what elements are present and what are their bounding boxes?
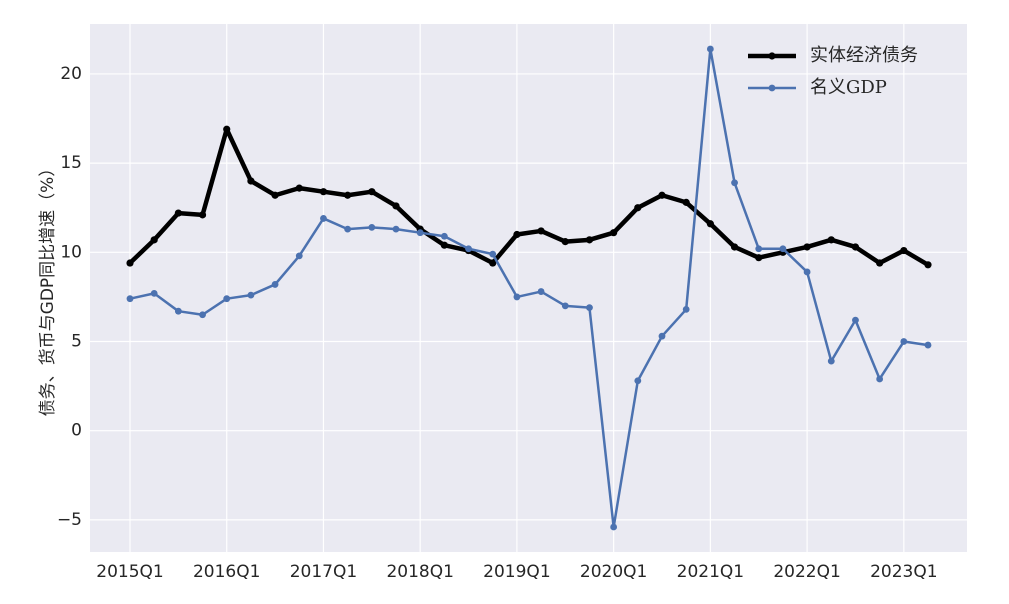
data-point <box>851 243 860 251</box>
data-point <box>126 259 134 267</box>
data-point <box>320 215 327 222</box>
data-point <box>150 289 158 297</box>
data-point <box>658 191 666 199</box>
data-point <box>731 179 738 187</box>
data-point <box>174 209 182 217</box>
data-point <box>271 191 279 199</box>
data-point <box>779 245 787 253</box>
x-tick-label: 2023Q1 <box>870 562 937 582</box>
data-point <box>440 232 448 240</box>
data-point <box>199 311 206 319</box>
data-point <box>223 125 231 133</box>
data-point <box>489 250 497 258</box>
data-point <box>344 191 352 199</box>
legend-marker <box>768 84 776 92</box>
x-tick-label: 2015Q1 <box>96 562 163 582</box>
data-point <box>223 295 231 303</box>
legend-item: 实体经济债务 <box>748 45 918 66</box>
x-tick-label: 2018Q1 <box>386 562 453 582</box>
x-tick-label: 2017Q1 <box>290 562 357 582</box>
y-tick-label: 5 <box>71 332 82 352</box>
legend-item: 名义GDP <box>748 77 887 98</box>
data-point <box>537 227 545 235</box>
data-point <box>803 243 811 251</box>
data-point <box>610 229 618 237</box>
data-point <box>706 45 714 53</box>
data-point <box>295 252 303 260</box>
data-point <box>440 241 448 249</box>
data-point <box>730 243 739 251</box>
data-point <box>126 295 134 303</box>
data-point <box>658 332 666 340</box>
data-point <box>561 238 569 246</box>
data-point <box>416 229 424 237</box>
data-point <box>682 306 690 313</box>
data-point <box>755 245 763 253</box>
data-point <box>150 236 158 244</box>
data-point <box>876 259 884 267</box>
data-point <box>876 375 884 383</box>
data-point <box>634 204 642 212</box>
y-tick-label: 20 <box>60 64 82 84</box>
data-point <box>344 225 352 233</box>
series-line <box>127 126 931 268</box>
data-point <box>368 188 376 196</box>
x-tick-label: 2021Q1 <box>677 562 744 582</box>
grid-lines <box>90 24 967 552</box>
series-1 <box>126 125 932 269</box>
data-point <box>271 281 279 288</box>
data-point <box>537 288 545 295</box>
x-axis-ticks: 2015Q1 2016Q1 2017Q1 2018Q1 2019Q1 2020Q1 2021… <box>96 562 937 582</box>
data-point <box>634 377 642 385</box>
data-point <box>586 304 593 312</box>
plot-background <box>90 24 967 552</box>
data-point <box>900 338 908 345</box>
data-point <box>924 341 932 349</box>
data-point <box>755 254 763 262</box>
data-point <box>489 259 497 267</box>
series-layer <box>126 45 932 531</box>
legend-label: 名义GDP <box>810 77 887 98</box>
data-point <box>852 316 859 324</box>
data-point <box>392 202 400 210</box>
data-point <box>295 184 303 192</box>
data-point <box>513 230 521 239</box>
data-point <box>247 291 255 299</box>
x-tick-label: 2019Q1 <box>483 562 550 582</box>
data-point <box>392 225 400 233</box>
data-point <box>247 177 255 185</box>
series-line <box>128 47 930 529</box>
data-point <box>827 357 835 365</box>
y-axis-ticks: −5 0 5 10 15 20 <box>57 64 82 530</box>
y-tick-label: −5 <box>57 510 82 530</box>
data-point <box>513 293 521 301</box>
y-axis-title: 债务、货币与GDP同比增速（%） <box>38 160 58 417</box>
legend-label: 实体经济债务 <box>810 45 918 66</box>
data-point <box>924 261 932 269</box>
data-point <box>585 236 594 244</box>
data-point <box>561 302 569 310</box>
legend-marker <box>768 52 776 60</box>
data-point <box>198 211 207 219</box>
data-point <box>900 246 908 255</box>
data-point <box>368 223 376 231</box>
x-tick-label: 2022Q1 <box>773 562 840 582</box>
data-point <box>174 307 182 315</box>
data-point <box>319 188 328 196</box>
data-point <box>803 268 811 276</box>
x-tick-label: 2020Q1 <box>580 562 647 582</box>
y-tick-label: 0 <box>71 421 82 441</box>
data-point <box>827 236 835 244</box>
series-2 <box>126 45 932 531</box>
data-point <box>610 523 618 531</box>
data-point <box>682 198 690 206</box>
y-tick-label: 15 <box>60 153 82 173</box>
y-tick-label: 10 <box>60 242 82 262</box>
data-point <box>465 245 472 253</box>
data-point <box>706 220 714 228</box>
x-tick-label: 2016Q1 <box>193 562 260 582</box>
